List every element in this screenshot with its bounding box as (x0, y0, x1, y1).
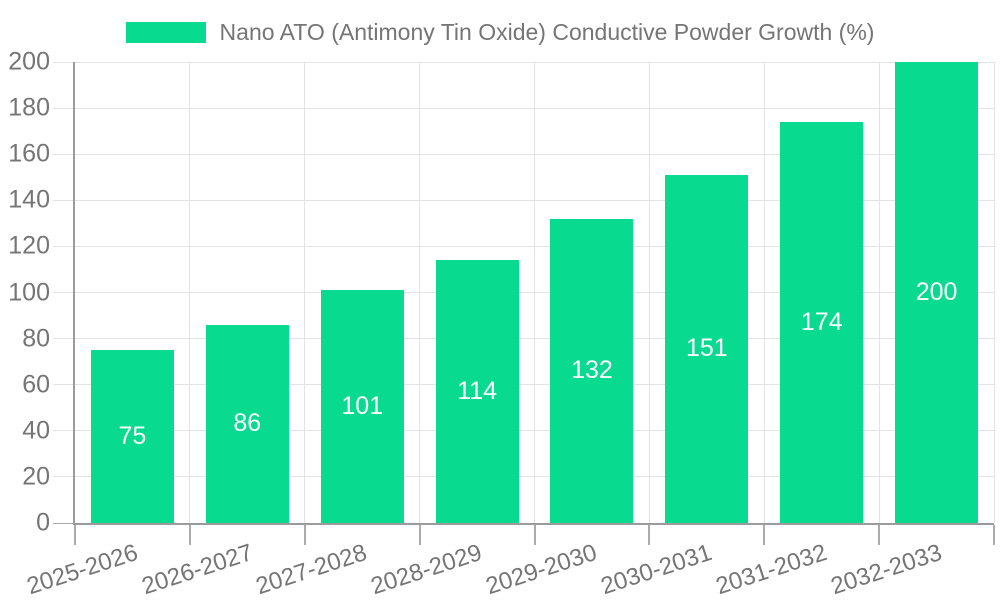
bar[interactable]: 132 (550, 218, 634, 523)
y-axis: 0 20 40 60 80 100 120 140 160 180 200 (0, 48, 50, 537)
x-tick-mark (763, 525, 766, 545)
x-tick-mark (878, 525, 881, 545)
y-tick-mark (53, 384, 73, 386)
bar[interactable]: 114 (435, 260, 519, 523)
x-tick-mark (533, 525, 536, 545)
bar[interactable]: 101 (320, 290, 404, 523)
y-tick-label: 60 (22, 370, 50, 399)
x-tick-mark (648, 525, 651, 545)
x-tick-label: 2030-2031 (597, 539, 716, 601)
v-gridline (648, 62, 650, 523)
chart-legend[interactable]: Nano ATO (Antimony Tin Oxide) Conductive… (0, 18, 1000, 45)
legend-label: Nano ATO (Antimony Tin Oxide) Conductive… (219, 18, 875, 45)
x-tick-mark (74, 525, 76, 545)
bar-value-label: 86 (233, 409, 262, 438)
y-tick-label: 100 (8, 278, 50, 306)
y-tick-label: 120 (8, 231, 50, 260)
bar[interactable]: 75 (90, 350, 174, 523)
y-tick-label: 180 (8, 93, 50, 122)
x-tick-mark (993, 525, 995, 545)
bar[interactable]: 174 (780, 121, 864, 523)
legend-swatch (125, 21, 206, 43)
v-gridline (534, 62, 535, 523)
y-tick-label: 200 (8, 47, 50, 76)
bar-value-label: 132 (571, 356, 613, 385)
y-tick-label: 160 (8, 139, 50, 168)
y-tick-mark (53, 292, 73, 293)
v-gridline (763, 62, 765, 523)
v-gridline (419, 62, 421, 523)
bar-value-label: 151 (685, 334, 728, 363)
bar[interactable]: 86 (205, 324, 289, 523)
x-tick-mark (418, 525, 421, 545)
x-tick-label: 2029-2030 (482, 539, 601, 601)
x-tick-mark (188, 525, 191, 545)
y-tick-mark (53, 199, 73, 201)
x-tick-label: 2025-2026 (23, 539, 141, 601)
v-gridline (993, 62, 995, 523)
bar-value-label: 75 (118, 422, 147, 451)
y-tick-label: 20 (22, 462, 50, 491)
bar-value-label: 114 (457, 377, 497, 406)
y-tick-label: 40 (22, 416, 50, 445)
y-tick-label: 0 (36, 508, 50, 537)
x-tick-label: 2028-2029 (367, 539, 486, 601)
y-tick-mark (53, 338, 73, 340)
bar[interactable]: 151 (665, 174, 749, 523)
bar[interactable]: 200 (895, 62, 979, 523)
x-tick-label: 2026-2027 (138, 539, 256, 601)
v-gridline (878, 62, 880, 523)
y-tick-mark (53, 430, 73, 432)
bar-value-label: 101 (341, 392, 384, 421)
y-tick-mark (53, 245, 73, 247)
bar-value-label: 174 (800, 307, 843, 336)
y-tick-mark (53, 476, 73, 478)
y-tick-label: 80 (22, 324, 50, 353)
x-tick-mark (303, 525, 306, 545)
v-gridline (189, 62, 191, 523)
x-axis: 2025-2026 2026-2027 2027-2028 2028-2029 2029… (23, 525, 994, 601)
bar-value-label: 200 (915, 278, 958, 306)
plot-area: 75 86 101 114 132 151 174 200 (53, 61, 995, 545)
y-tick-label: 140 (8, 185, 50, 214)
v-gridline (304, 62, 306, 523)
y-tick-mark (53, 107, 73, 109)
y-tick-mark (53, 153, 73, 155)
y-tick-mark (53, 61, 73, 63)
x-tick-label: 2032-2033 (827, 539, 945, 601)
x-tick-label: 2031-2032 (712, 539, 831, 601)
x-tick-label: 2027-2028 (253, 539, 371, 601)
y-tick-mark (53, 522, 73, 524)
